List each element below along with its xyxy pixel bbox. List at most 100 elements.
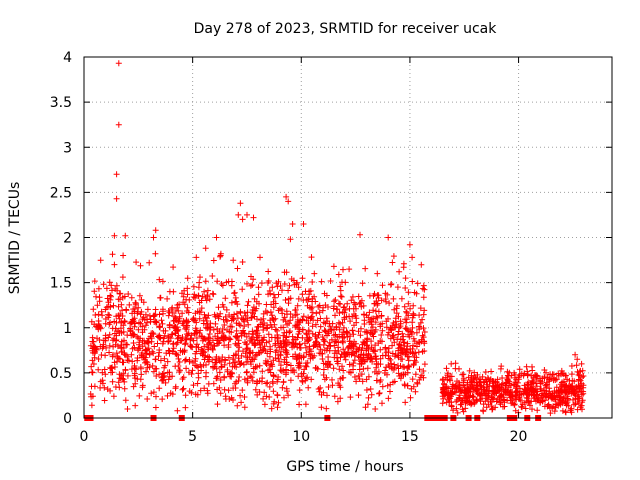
data-point (89, 357, 96, 364)
data-point (414, 340, 420, 347)
data-point (384, 382, 391, 389)
data-point (364, 354, 371, 361)
data-point (176, 313, 183, 320)
data-point (127, 327, 134, 333)
data-point (180, 385, 187, 392)
data-point (388, 326, 395, 333)
data-point (366, 309, 373, 316)
data-point (113, 171, 120, 178)
data-point (292, 351, 299, 358)
data-point (579, 397, 586, 404)
data-point (350, 366, 356, 373)
data-point (383, 364, 390, 371)
data-point (160, 327, 167, 334)
data-point (175, 307, 182, 314)
data-point (374, 270, 381, 277)
y-tick-labels: 0 0.5 1 1.5 2 2.5 3 3.5 4 (50, 50, 72, 427)
data-point (119, 375, 126, 382)
data-point (209, 290, 216, 297)
data-point (264, 379, 271, 386)
data-point (214, 278, 221, 285)
data-point (95, 356, 102, 362)
data-point (110, 302, 117, 309)
data-point (159, 320, 166, 327)
data-point (213, 375, 220, 382)
data-point (223, 306, 230, 313)
data-point (250, 331, 257, 338)
data-point (485, 390, 492, 397)
data-point (341, 304, 348, 310)
data-point (232, 340, 239, 347)
data-point (497, 401, 504, 408)
data-point (420, 374, 427, 381)
data-point (299, 334, 306, 341)
data-point (231, 290, 238, 297)
data-point (488, 368, 495, 375)
data-point (255, 284, 262, 291)
data-point (487, 398, 494, 405)
data-point (183, 308, 190, 314)
data-point (184, 322, 191, 329)
data-point (489, 405, 496, 412)
data-point (244, 211, 250, 218)
data-point (548, 375, 555, 382)
data-point (368, 321, 375, 328)
data-point (221, 386, 228, 393)
data-point (139, 382, 146, 389)
data-point (93, 293, 99, 300)
data-point (379, 338, 385, 345)
data-point (244, 358, 251, 365)
data-point (317, 323, 324, 330)
data-point (89, 334, 96, 341)
data-point (260, 315, 267, 322)
data-point (287, 236, 294, 243)
data-point (172, 363, 179, 370)
data-point (551, 408, 558, 415)
data-point (95, 318, 102, 324)
data-point (97, 325, 104, 332)
data-point (350, 350, 357, 357)
data-point (233, 327, 240, 334)
data-point (201, 356, 208, 363)
data-point (166, 309, 173, 316)
data-point (324, 345, 331, 352)
data-point (373, 360, 380, 367)
data-point (450, 407, 457, 414)
data-point (97, 343, 104, 350)
data-point (161, 364, 168, 371)
data-point (249, 309, 256, 316)
data-point (91, 288, 98, 295)
data-point (108, 282, 115, 289)
data-point (179, 290, 185, 297)
data-point (319, 307, 326, 314)
data-point (146, 351, 153, 358)
data-point (284, 388, 290, 395)
data-point (292, 336, 299, 343)
data-point (96, 298, 103, 305)
data-point (182, 404, 189, 411)
data-point (416, 366, 423, 373)
data-point (252, 386, 259, 393)
data-point (383, 324, 390, 331)
data-point (179, 334, 186, 341)
data-point (204, 390, 211, 397)
data-point (249, 356, 256, 363)
data-point (409, 376, 416, 383)
data-point (309, 323, 316, 330)
data-point (456, 395, 463, 402)
data-point (526, 391, 533, 398)
data-point (120, 376, 127, 383)
data-point (544, 403, 551, 410)
data-point (152, 318, 159, 325)
data-point (111, 232, 118, 239)
data-point (189, 367, 196, 374)
data-point (184, 291, 191, 298)
data-point (344, 345, 351, 351)
data-point (90, 361, 97, 367)
data-point (415, 323, 422, 330)
data-point (253, 327, 260, 334)
data-point (361, 328, 368, 335)
data-point (180, 374, 187, 381)
data-point (476, 378, 482, 385)
data-point (101, 366, 108, 373)
